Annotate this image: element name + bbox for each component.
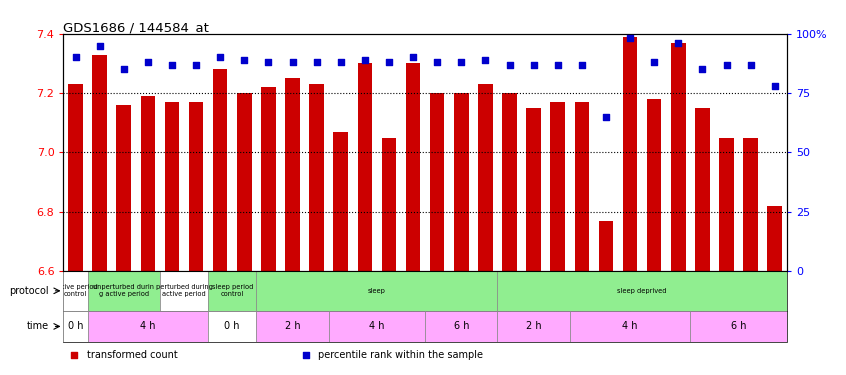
Bar: [695, 108, 710, 271]
Text: sleep deprived: sleep deprived: [618, 288, 667, 294]
Point: [238, 57, 251, 63]
Bar: [744, 138, 758, 271]
FancyBboxPatch shape: [208, 271, 256, 310]
Bar: [767, 206, 782, 271]
Point: [334, 59, 348, 65]
Text: 0 h: 0 h: [68, 321, 83, 332]
Bar: [333, 132, 348, 271]
FancyBboxPatch shape: [87, 271, 160, 310]
Bar: [189, 102, 203, 271]
Point: [551, 62, 564, 68]
Point: [575, 62, 589, 68]
FancyBboxPatch shape: [497, 310, 570, 342]
Bar: [406, 63, 420, 271]
Bar: [574, 102, 589, 271]
FancyBboxPatch shape: [497, 271, 787, 310]
Bar: [92, 54, 107, 271]
Point: [190, 62, 203, 68]
FancyBboxPatch shape: [63, 271, 87, 310]
Text: time: time: [27, 321, 49, 332]
Text: 0 h: 0 h: [224, 321, 240, 332]
Text: 2 h: 2 h: [526, 321, 541, 332]
Point: [93, 43, 107, 49]
Bar: [310, 84, 324, 271]
Text: 4 h: 4 h: [623, 321, 638, 332]
FancyBboxPatch shape: [328, 310, 425, 342]
Text: 4 h: 4 h: [140, 321, 156, 332]
Point: [165, 62, 179, 68]
Bar: [165, 102, 179, 271]
FancyBboxPatch shape: [63, 310, 87, 342]
Point: [695, 66, 709, 72]
Bar: [478, 84, 492, 271]
FancyBboxPatch shape: [63, 271, 787, 310]
FancyBboxPatch shape: [256, 310, 328, 342]
Bar: [719, 138, 733, 271]
Bar: [599, 220, 613, 271]
Text: percentile rank within the sample: percentile rank within the sample: [318, 350, 483, 360]
Text: transformed count: transformed count: [86, 350, 178, 360]
Bar: [261, 87, 276, 271]
Bar: [69, 84, 83, 271]
Point: [517, 209, 530, 215]
FancyBboxPatch shape: [256, 271, 497, 310]
Point: [672, 40, 685, 46]
Bar: [551, 102, 565, 271]
Text: 6 h: 6 h: [731, 321, 746, 332]
Text: sleep: sleep: [368, 288, 386, 294]
Bar: [647, 99, 662, 271]
Point: [527, 62, 541, 68]
Point: [647, 59, 661, 65]
Point: [310, 59, 323, 65]
Point: [744, 62, 757, 68]
Point: [117, 66, 130, 72]
Point: [479, 57, 492, 63]
Point: [431, 59, 444, 65]
Point: [261, 59, 275, 65]
Point: [599, 114, 613, 120]
Bar: [526, 108, 541, 271]
Bar: [623, 37, 637, 271]
FancyBboxPatch shape: [208, 310, 256, 342]
Bar: [237, 93, 251, 271]
Text: 4 h: 4 h: [369, 321, 385, 332]
Bar: [285, 78, 299, 271]
Point: [768, 83, 782, 89]
Bar: [213, 69, 228, 271]
Text: 6 h: 6 h: [453, 321, 469, 332]
Bar: [382, 138, 396, 271]
Point: [406, 54, 420, 60]
Text: GDS1686 / 144584_at: GDS1686 / 144584_at: [63, 21, 209, 34]
FancyBboxPatch shape: [690, 310, 787, 342]
Bar: [117, 105, 131, 271]
Point: [454, 59, 468, 65]
Bar: [358, 63, 372, 271]
Text: active period
control: active period control: [53, 284, 97, 297]
Bar: [503, 93, 517, 271]
FancyBboxPatch shape: [160, 271, 208, 310]
Point: [720, 62, 733, 68]
Point: [213, 54, 227, 60]
Point: [69, 54, 82, 60]
Text: protocol: protocol: [9, 286, 49, 296]
Text: 2 h: 2 h: [285, 321, 300, 332]
Point: [624, 36, 637, 42]
Point: [382, 59, 396, 65]
Point: [286, 59, 299, 65]
Text: perturbed during
active period: perturbed during active period: [156, 284, 212, 297]
Bar: [454, 93, 469, 271]
Text: unperturbed durin
g active period: unperturbed durin g active period: [93, 284, 154, 297]
Text: sleep period
control: sleep period control: [212, 284, 253, 297]
Point: [503, 62, 516, 68]
Bar: [430, 93, 444, 271]
Bar: [671, 43, 685, 271]
Point: [358, 57, 371, 63]
Bar: [140, 96, 155, 271]
Point: [141, 59, 155, 65]
FancyBboxPatch shape: [425, 310, 497, 342]
FancyBboxPatch shape: [87, 310, 208, 342]
FancyBboxPatch shape: [63, 310, 787, 342]
FancyBboxPatch shape: [570, 310, 690, 342]
